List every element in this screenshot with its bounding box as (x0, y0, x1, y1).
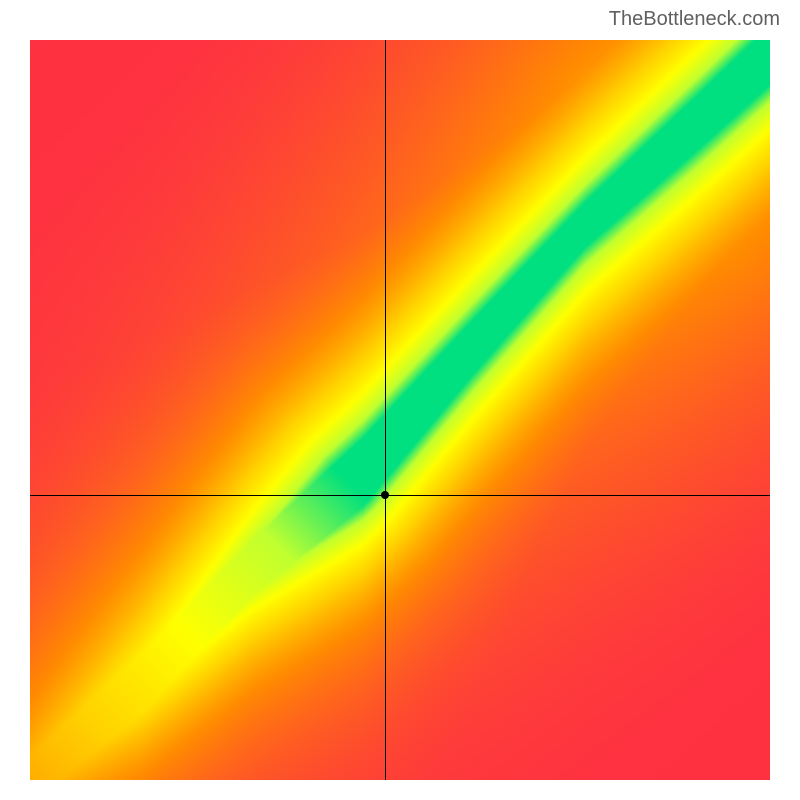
marker-point (381, 491, 389, 499)
heatmap-canvas (30, 40, 770, 780)
watermark-text: TheBottleneck.com (609, 8, 780, 31)
crosshair-vertical (385, 40, 386, 780)
crosshair-horizontal (30, 495, 770, 496)
heatmap-chart (30, 40, 770, 780)
